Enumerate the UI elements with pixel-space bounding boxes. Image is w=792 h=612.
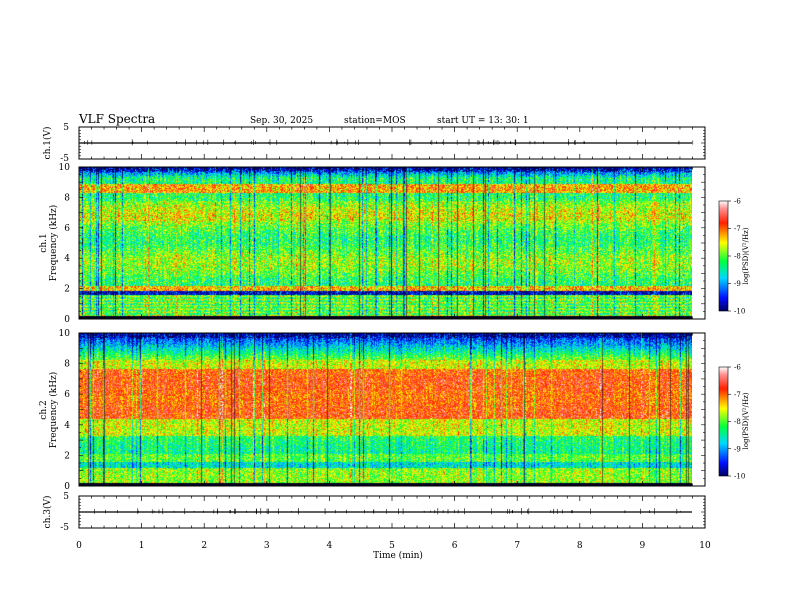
ch3-waveform-spikes — [79, 495, 705, 529]
ch2-frequency-label: Frequency (kHz) — [48, 372, 59, 449]
ch1-waveform-panel: 5 -5 ch.1(V) — [42, 123, 706, 164]
colorbar-tick-label: -9 — [734, 445, 741, 453]
time-tick-label: 9 — [640, 541, 646, 551]
ch2-spectrogram-panel: 0 2 4 6 8 10 ch.2 Frequency (kHz) — [39, 329, 706, 492]
frequency-tick-label: 6 — [64, 224, 70, 234]
colorbar-tick-label: -10 — [734, 308, 745, 316]
start-time-label: start UT = 13: 30: 1 — [437, 116, 529, 126]
colorbar-tick-label: -7 — [734, 391, 741, 399]
frequency-tick-label: 2 — [64, 285, 70, 295]
colorbar-tick-label: -6 — [734, 364, 741, 372]
ch1-frequency-label: Frequency (kHz) — [48, 205, 59, 282]
time-tick-label: 8 — [577, 541, 583, 551]
ch3-ytick-bottom: -5 — [60, 523, 69, 533]
colorbar-tick-label: -8 — [734, 253, 741, 261]
ch1-colorbar-scale — [718, 200, 729, 312]
time-tick-label: 1 — [139, 541, 145, 551]
ch3-ytick-top: 5 — [63, 492, 69, 502]
time-axis-label: Time (min) — [373, 550, 423, 561]
frequency-tick-label: 8 — [64, 360, 70, 370]
frequency-tick-label: 2 — [64, 451, 70, 461]
frequency-tick-label: 10 — [59, 163, 71, 173]
station-label: station=MOS — [344, 116, 406, 126]
frequency-tick-label: 0 — [64, 315, 70, 325]
time-axis-ticks — [78, 127, 706, 528]
ch1-ytick-top: 5 — [63, 123, 69, 133]
ch1-colorbar-label: log(PSD)(V²/Hz) — [742, 227, 750, 284]
ch1-spectrogram-heatmap — [79, 167, 692, 319]
frequency-tick-label: 0 — [64, 482, 70, 492]
frequency-tick-label: 10 — [59, 329, 71, 339]
ch2-spectrogram-yticks: 0 2 4 6 8 10 — [59, 329, 705, 492]
ch2-colorbar-ticks: -6 -7 -8 -9 -10 — [728, 364, 745, 481]
colorbar-tick-label: -7 — [734, 225, 741, 233]
time-tick-label: 4 — [327, 541, 333, 551]
ch2-spectrogram-ylabel: ch.2 — [39, 400, 49, 419]
frequency-tick-label: 4 — [64, 421, 70, 431]
ch3-waveform-ylabel: ch.3(V) — [42, 496, 53, 529]
colorbar-tick-label: -8 — [734, 418, 741, 426]
frequency-tick-label: 6 — [64, 390, 70, 400]
time-axis-labels: 0 1 2 3 4 5 6 7 8 9 10 — [76, 541, 711, 551]
time-tick-label: 10 — [699, 541, 711, 551]
colorbar-tick-label: -9 — [734, 280, 741, 288]
time-tick-label: 2 — [201, 541, 207, 551]
colorbar-tick-label: -6 — [734, 198, 741, 206]
date-label: Sep. 30, 2025 — [250, 116, 313, 126]
time-tick-label: 5 — [389, 541, 395, 551]
ch2-colorbar-scale — [718, 366, 729, 477]
colorbar-tick-label: -10 — [734, 473, 745, 481]
ch1-colorbar-ticks: -6 -7 -8 -9 -10 — [728, 198, 745, 316]
time-tick-label: 6 — [452, 541, 458, 551]
time-tick-label: 7 — [514, 541, 520, 551]
time-tick-label: 3 — [264, 541, 270, 551]
ch1-colorbar: -6 -7 -8 -9 -10 log(PSD)(V²/Hz) — [718, 198, 750, 316]
ch2-spectrogram-heatmap — [79, 333, 692, 486]
ch2-colorbar: -6 -7 -8 -9 -10 log(PSD)(V²/Hz) — [718, 364, 750, 481]
figure-title: VLF Spectra — [78, 112, 155, 126]
time-tick-label: 0 — [76, 541, 82, 551]
ch1-spectrogram-ylabel: ch.1 — [39, 233, 49, 252]
ch1-spectrogram-panel: 0 2 4 6 8 10 ch.1 Frequency (kHz) — [39, 163, 706, 325]
ch1-waveform-spikes — [79, 126, 705, 160]
ch1-spectrogram-yticks: 0 2 4 6 8 10 — [59, 163, 705, 325]
ch1-ytick-bottom: -5 — [60, 154, 69, 164]
ch2-colorbar-label: log(PSD)(V²/Hz) — [742, 392, 750, 449]
frequency-tick-label: 8 — [64, 193, 70, 203]
ch1-waveform-ylabel: ch.1(V) — [42, 127, 53, 160]
frequency-tick-label: 4 — [64, 254, 70, 264]
